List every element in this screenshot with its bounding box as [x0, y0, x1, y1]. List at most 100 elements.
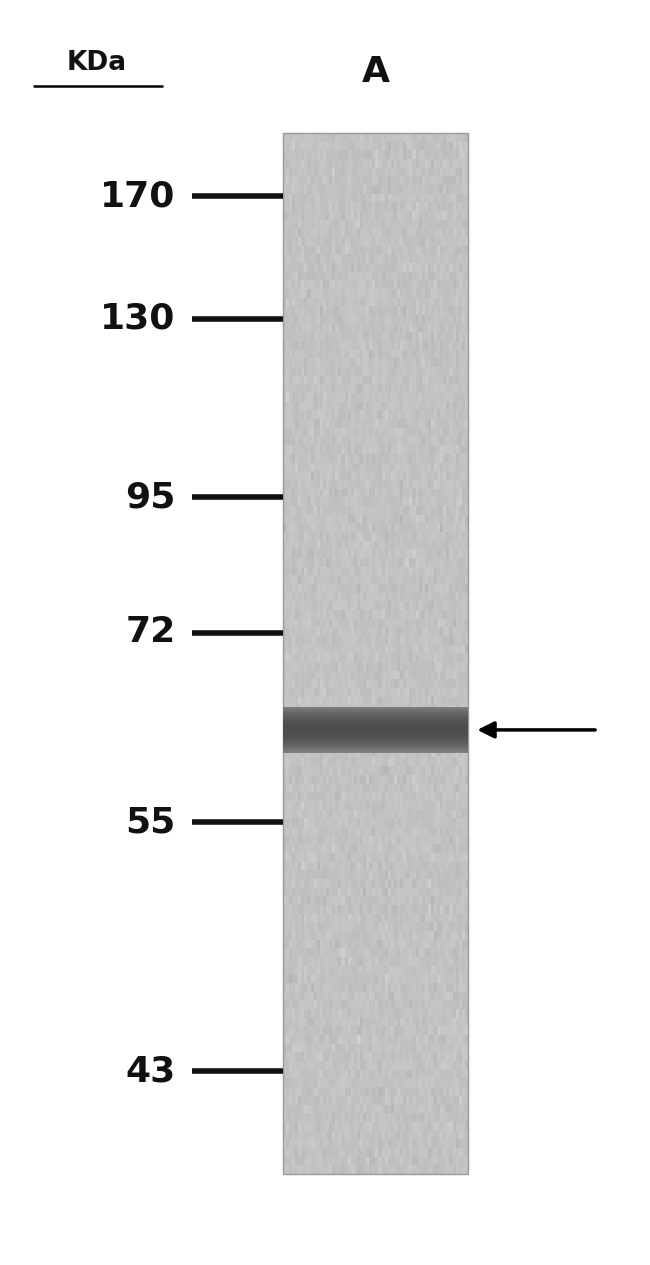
Bar [406, 792, 410, 801]
Bar [360, 454, 363, 463]
Bar [307, 1104, 311, 1113]
Bar [357, 722, 360, 731]
Bar [307, 497, 311, 506]
Bar [302, 1079, 304, 1087]
Bar [304, 783, 307, 792]
Bar [332, 358, 335, 367]
Bar [360, 385, 363, 393]
Bar [329, 1079, 332, 1087]
Bar [443, 584, 447, 592]
Bar [400, 1087, 403, 1095]
Bar [465, 904, 468, 913]
Bar [400, 1122, 403, 1131]
Bar [304, 506, 307, 515]
Bar [344, 636, 348, 645]
Bar [391, 324, 394, 333]
Bar [366, 1113, 369, 1122]
Bar [341, 913, 344, 922]
Bar [329, 288, 332, 297]
Bar [465, 524, 468, 531]
Bar [369, 775, 372, 783]
Bar [283, 228, 286, 237]
Bar [289, 549, 292, 558]
Bar [307, 992, 311, 1001]
Bar [298, 904, 301, 913]
Bar [313, 1070, 317, 1079]
Bar [313, 983, 317, 992]
Bar [422, 185, 425, 194]
Bar [326, 592, 329, 601]
Bar [391, 836, 394, 844]
Bar [357, 419, 360, 428]
Bar [450, 297, 452, 306]
Bar [385, 584, 387, 592]
Bar [431, 436, 434, 445]
Bar [292, 888, 295, 897]
Bar [425, 1131, 428, 1140]
Bar [360, 1018, 363, 1026]
Bar [387, 983, 391, 992]
Bar [304, 1044, 307, 1052]
Bar [394, 853, 397, 861]
Bar [415, 237, 419, 245]
Bar [292, 342, 295, 349]
Bar [394, 974, 397, 983]
Bar [313, 479, 317, 488]
Bar [302, 836, 304, 844]
Bar [459, 861, 462, 870]
Bar [450, 688, 452, 697]
Bar [313, 367, 317, 376]
Bar [344, 1026, 348, 1035]
Bar [440, 567, 443, 576]
Bar [422, 549, 425, 558]
Bar [428, 159, 431, 167]
Bar [338, 653, 341, 662]
Bar [354, 436, 357, 445]
Bar [394, 576, 397, 584]
Bar [456, 1087, 459, 1095]
Bar [363, 983, 366, 992]
Bar [378, 783, 382, 792]
Bar [351, 342, 354, 349]
Bar [292, 592, 295, 601]
Bar [372, 897, 376, 904]
Bar [304, 524, 307, 531]
Bar [307, 1122, 311, 1131]
Bar [415, 688, 419, 697]
Bar [387, 288, 391, 297]
Bar [431, 853, 434, 861]
Bar [428, 940, 431, 949]
Bar [357, 133, 360, 142]
Bar [456, 524, 459, 531]
Bar [422, 697, 425, 706]
Bar [387, 974, 391, 983]
Bar [307, 410, 311, 419]
Bar [295, 1001, 298, 1009]
Bar [376, 185, 378, 194]
Bar [335, 861, 339, 870]
Bar [440, 281, 443, 288]
Bar [400, 1035, 403, 1044]
Bar [419, 1052, 422, 1061]
Bar [440, 853, 443, 861]
Bar [295, 731, 298, 740]
Bar [360, 358, 363, 367]
Bar [283, 1147, 286, 1156]
Bar [295, 419, 298, 428]
Bar [335, 758, 339, 767]
Bar [406, 531, 410, 540]
Bar [329, 670, 332, 679]
Bar [283, 810, 286, 818]
Bar [440, 272, 443, 281]
Bar [354, 879, 357, 888]
Bar [329, 376, 332, 385]
Bar [341, 488, 344, 497]
Bar [326, 1009, 329, 1018]
Bar [335, 619, 339, 627]
Bar [363, 1009, 366, 1018]
Bar [317, 254, 320, 263]
Bar [323, 1147, 326, 1156]
Bar [459, 627, 462, 636]
Bar [397, 488, 400, 497]
Bar [456, 263, 459, 272]
